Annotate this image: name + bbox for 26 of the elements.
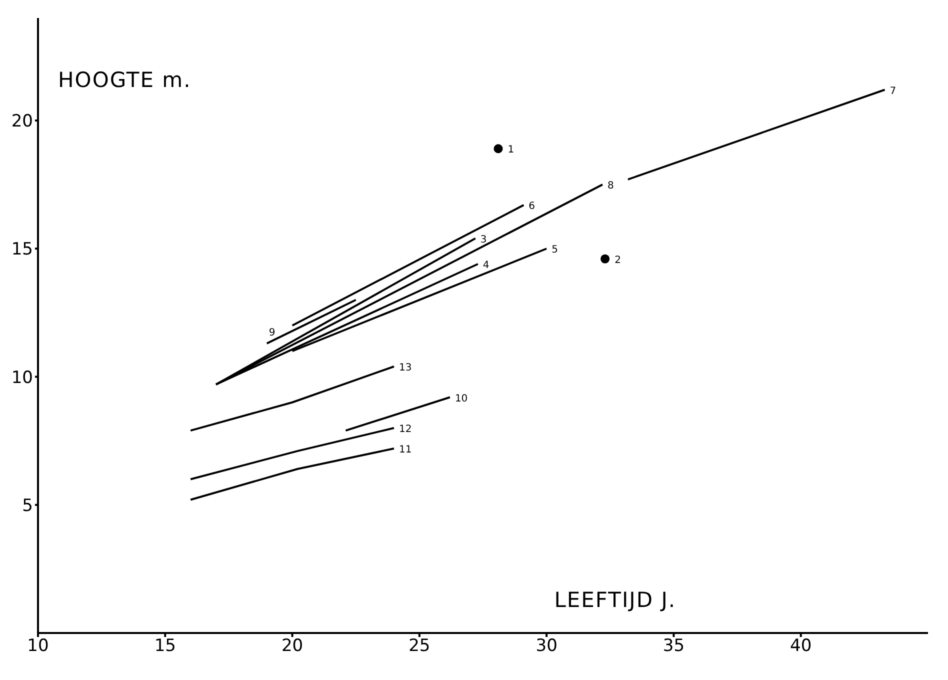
series-label: 6 — [528, 201, 536, 212]
x-tick-label: 35 — [662, 636, 685, 656]
series-label: 11 — [399, 444, 412, 456]
series-label: 9 — [268, 327, 276, 338]
x-tick-label: 30 — [536, 636, 558, 656]
x-tick-label: 25 — [408, 636, 430, 656]
series-label: 3 — [480, 234, 487, 246]
series-label: 13 — [399, 362, 412, 374]
x-tick-label: 40 — [790, 636, 812, 656]
series-label: 5 — [552, 244, 558, 256]
y-tick-label: 10 — [11, 368, 33, 388]
x-axis-title: LEEFTIJD J. — [554, 588, 676, 612]
x-tick-label: 15 — [154, 636, 176, 656]
x-tick-label: 10 — [27, 636, 49, 656]
series-label: 7 — [890, 86, 896, 97]
y-tick-label: 5 — [22, 496, 33, 516]
series-label: 1 — [508, 144, 514, 156]
series-label: 2 — [614, 254, 621, 266]
series-label: 4 — [482, 260, 490, 271]
series-label: 8 — [608, 180, 614, 192]
y-tick-label: 20 — [11, 112, 33, 132]
series-label: 12 — [399, 424, 412, 435]
series-label: 10 — [454, 393, 468, 404]
y-axis-title: HOOGTE m. — [58, 68, 192, 92]
y-tick-label: 15 — [11, 240, 33, 260]
x-tick-label: 20 — [281, 636, 304, 656]
